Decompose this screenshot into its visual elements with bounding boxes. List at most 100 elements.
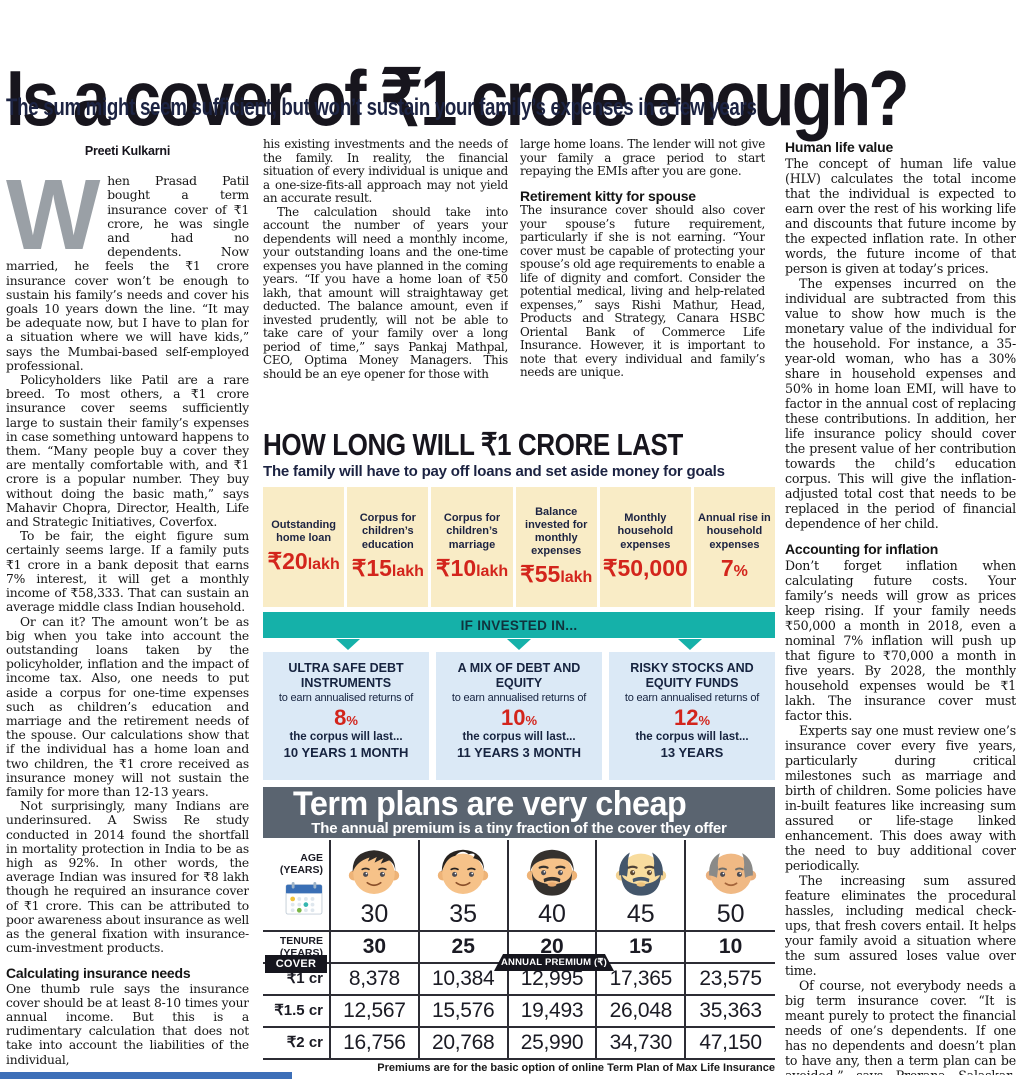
drop-cap: W <box>6 159 101 272</box>
bottom-blue-strip <box>0 1072 292 1079</box>
paragraph: Policyholders like Patil are a rare bree… <box>6 373 249 530</box>
paragraph: his existing investments and the needs o… <box>263 138 508 205</box>
article-column-2: his existing investments and the needs o… <box>263 138 508 428</box>
calendar-icon <box>285 881 323 918</box>
paragraph: Of course, not everybody needs a big ter… <box>785 978 1016 1075</box>
term-plans-title: Term plans are very cheap <box>293 785 687 823</box>
age-cell-40: 40 <box>508 840 598 932</box>
article-column-3: large home loans. The lender will not gi… <box>520 138 765 428</box>
section-heading-accounting-inflation: Accounting for inflation <box>785 541 939 557</box>
premium-cell: 20,768 <box>419 1028 509 1060</box>
cover-1-5cr-label: ₹1.5 cr <box>263 996 331 1028</box>
premium-cell: 17,365 <box>597 964 687 996</box>
if-invested-in-band: IF INVESTED IN... <box>263 612 775 638</box>
arrows-row <box>263 638 775 651</box>
premium-cell: 10,384 <box>419 964 509 996</box>
premium-cell: 47,150 <box>686 1028 775 1060</box>
avatar-age-35-icon <box>437 849 489 894</box>
summary-box-annual-rise: Annual rise in household expenses 7% <box>693 487 775 607</box>
premium-cell: 25,990 <box>508 1028 598 1060</box>
premium-cell: 8,378 <box>331 964 420 996</box>
summary-box-value: ₹50,000 <box>602 554 688 581</box>
avatar-age-50-icon <box>705 853 756 894</box>
term-plans-header: Term plans are very cheap The annual pre… <box>263 787 775 838</box>
arrow-down-icon <box>335 639 360 650</box>
infographic-title: HOW LONG WILL ₹1 CRORE LAST <box>263 427 683 462</box>
summary-box-value: 7% <box>720 554 748 581</box>
byline: Preeti Kulkarni <box>84 144 171 158</box>
annual-return-rate: 10% <box>500 704 538 730</box>
paragraph: The expenses incurred on the individual … <box>785 276 1016 531</box>
summary-box-home-loan: Outstanding home loan ₹20lakh <box>263 487 345 607</box>
premium-cell: 12,567 <box>331 996 420 1028</box>
premium-cell: 16,756 <box>331 1028 420 1060</box>
paragraph: Or can it? The amount won’t be as big wh… <box>6 614 249 799</box>
section-heading-calculating-needs: Calculating insurance needs <box>6 965 191 982</box>
paragraph: Don’t forget inflation when calculating … <box>785 558 1016 723</box>
summary-box-education-corpus: Corpus for children’s education ₹15lakh <box>347 487 429 607</box>
premium-cell: 12,995 <box>508 964 598 996</box>
term-plans-subtitle: The annual premium is a tiny fraction of… <box>311 820 727 837</box>
age-cell-35: 35 <box>419 840 509 932</box>
tenure-cell: 25 <box>419 932 509 964</box>
corpus-duration: 10 YEARS 1 MONTH <box>283 744 409 760</box>
annual-return-rate: 8% <box>334 704 358 730</box>
paragraph: To be fair, the eight figure sum certain… <box>6 529 249 615</box>
paragraph: One thumb rule says the insurance cover … <box>6 981 249 1067</box>
tenure-cell: 10 <box>686 932 775 964</box>
infographic-crore-duration: HOW LONG WILL ₹1 CRORE LAST The family w… <box>263 428 775 813</box>
arrow-down-icon <box>678 639 702 650</box>
paragraph: The concept of human life value (HLV) ca… <box>785 156 1016 276</box>
investment-options-row: ULTRA SAFE DEBT INSTRUMENTS to earn annu… <box>263 652 775 780</box>
summary-box-value: ₹20lakh <box>267 548 340 575</box>
summary-box-monthly-expenses: Monthly household expenses ₹50,000 <box>599 487 691 607</box>
annual-return-rate: 12% <box>673 704 711 730</box>
paragraph: Experts say one must review one’s insura… <box>785 723 1016 873</box>
premium-cell: 15,576 <box>419 996 509 1028</box>
section-heading-retirement-kitty: Retirement kitty for spouse <box>520 187 696 204</box>
premium-table-footnote: Premiums are for the basic option of onl… <box>377 1062 775 1074</box>
infographic-subtitle: The family will have to pay off loans an… <box>263 463 725 480</box>
tenure-cell: 30 <box>331 932 420 964</box>
paragraph-text: hen Prasad Patil bought a term insurance… <box>6 174 249 373</box>
section-heading-human-life-value: Human life value <box>785 139 894 155</box>
article-column-4: Human life value The concept of human li… <box>785 138 1016 1076</box>
summary-box-balance-invested: Balance invested for monthly expenses ₹5… <box>515 487 597 607</box>
cover-2cr-label: ₹2 cr <box>263 1028 331 1060</box>
paragraph: Not surprisingly, many Indians are under… <box>6 799 249 956</box>
premium-cell: 34,730 <box>597 1028 687 1060</box>
option-ultra-safe-debt: ULTRA SAFE DEBT INSTRUMENTS to earn annu… <box>263 652 429 780</box>
paragraph: The increasing sum assured feature elimi… <box>785 873 1016 978</box>
arrow-down-icon <box>507 639 531 650</box>
page-title: Is a cover of ₹1 crore enough? <box>6 54 910 143</box>
premium-table: AGE (YEARS) <box>263 840 775 1060</box>
summary-box-marriage-corpus: Corpus for children’s marriage ₹10lakh <box>431 487 513 607</box>
summary-box-value: ₹55lakh <box>520 561 593 588</box>
option-debt-equity-mix: A MIX OF DEBT AND EQUITY to earn annuali… <box>436 652 602 780</box>
premium-cell: 35,363 <box>686 996 775 1028</box>
paragraph: large home loans. The lender will not gi… <box>520 138 765 178</box>
paragraph: The calculation should take into account… <box>263 204 508 381</box>
corpus-duration: 11 YEARS 3 MONTH <box>456 744 582 760</box>
age-cell-50: 50 <box>686 840 775 932</box>
avatar-age-30-icon <box>349 850 400 894</box>
tenure-label-cell: TENURE (YEARS) <box>263 932 331 964</box>
summary-box-value: ₹10lakh <box>435 554 509 581</box>
age-label-cell: AGE (YEARS) <box>263 840 331 932</box>
option-risky-stocks: RISKY STOCKS AND EQUITY FUNDS to earn an… <box>609 652 775 780</box>
tenure-cell: 15 <box>597 932 687 964</box>
tenure-cell: 20 <box>508 932 598 964</box>
premium-cell: 19,493 <box>508 996 598 1028</box>
premium-cell: 26,048 <box>597 996 687 1028</box>
summary-box-value: ₹15lakh <box>351 554 424 581</box>
age-cell-45: 45 <box>597 840 687 932</box>
paragraph: The insurance cover should also cover yo… <box>520 203 765 379</box>
avatar-age-45-icon <box>615 852 666 896</box>
avatar-age-40-icon <box>526 849 578 896</box>
premium-cell: 23,575 <box>686 964 775 996</box>
page-subtitle: The sum might seem sufficient, but won’t… <box>6 94 757 121</box>
summary-boxes-row: Outstanding home loan ₹20lakh Corpus for… <box>263 487 775 607</box>
